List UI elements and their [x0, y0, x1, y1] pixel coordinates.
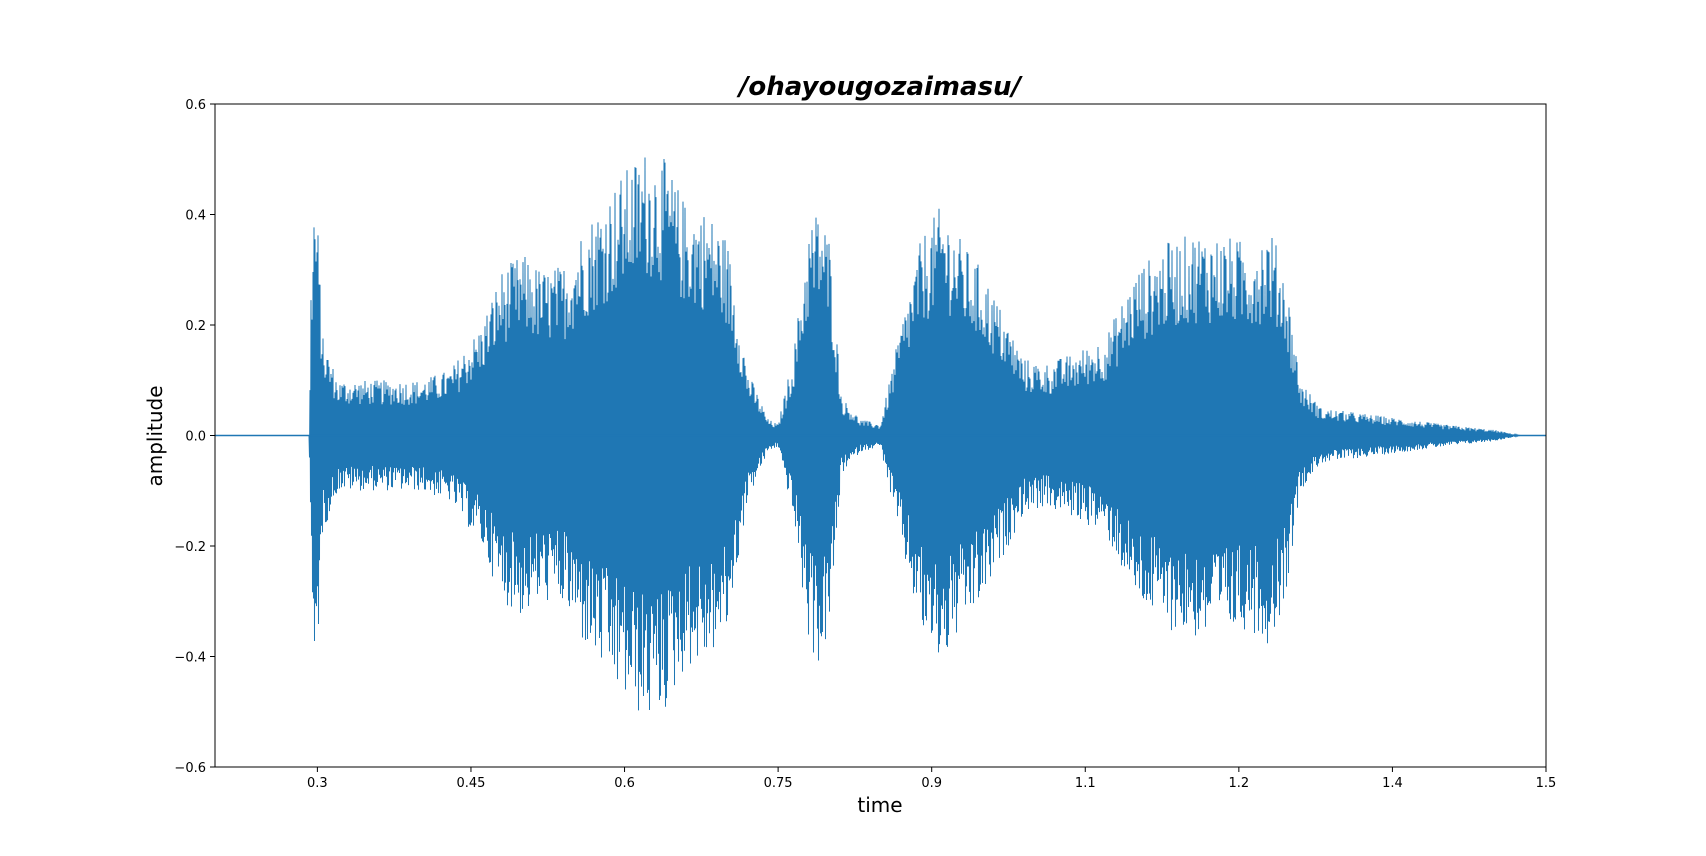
- x-tick-label: 1.5: [1536, 776, 1557, 791]
- x-tick-label: 0.75: [764, 776, 793, 791]
- y-tick-label: −0.4: [174, 651, 206, 666]
- waveform-line: [215, 157, 1546, 711]
- x-tick-label: 0.9: [921, 776, 942, 791]
- y-tick-label: 0.4: [185, 209, 206, 224]
- x-tick-label: 1.4: [1382, 776, 1403, 791]
- y-axis-label: amplitude: [143, 385, 167, 486]
- chart-title: /ohayougozaimasu/: [736, 72, 1024, 102]
- y-tick-label: −0.6: [174, 761, 206, 776]
- x-axis-label: time: [857, 793, 902, 817]
- plot-area: [214, 103, 1547, 768]
- x-tick-label: 0.6: [614, 776, 635, 791]
- y-tick-label: −0.2: [174, 540, 206, 555]
- x-tick-label: 1.2: [1229, 776, 1250, 791]
- x-tick-label: 0.45: [456, 776, 485, 791]
- y-tick-label: 0.6: [185, 98, 206, 113]
- x-axis: 0.3 0.45 0.6 0.75 0.9 1.1 1.2 1.4 1.5: [307, 767, 1556, 791]
- x-tick-label: 0.3: [307, 776, 328, 791]
- y-axis: 0.6 0.4 0.2 0.0 −0.2 −0.4 −0.6: [174, 98, 215, 776]
- y-tick-label: 0.0: [185, 430, 206, 445]
- x-tick-label: 1.1: [1075, 776, 1096, 791]
- y-tick-label: 0.2: [185, 319, 206, 334]
